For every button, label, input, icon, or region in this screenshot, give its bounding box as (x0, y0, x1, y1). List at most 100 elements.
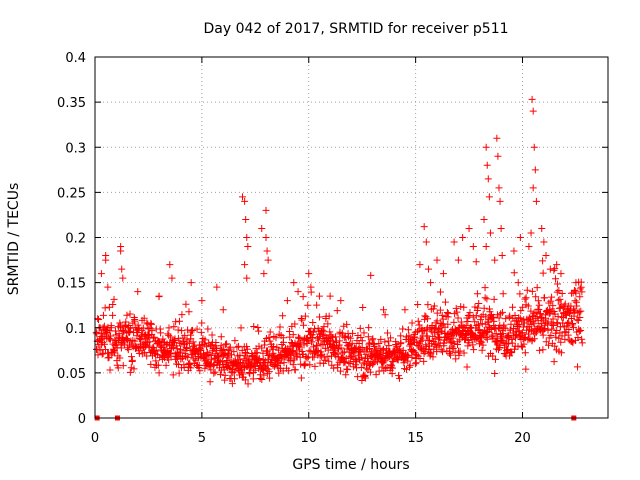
data-point (554, 296, 562, 304)
data-point (480, 304, 488, 312)
data-point (195, 361, 203, 369)
data-point (179, 337, 187, 345)
data-point (520, 319, 528, 327)
data-point (178, 311, 186, 319)
data-point (187, 364, 195, 372)
data-point (212, 339, 220, 347)
data-point (569, 323, 577, 331)
data-point (357, 348, 365, 356)
data-point (553, 319, 561, 327)
data-point (265, 368, 273, 376)
data-point (381, 338, 389, 346)
data-point (434, 328, 442, 336)
data-point (313, 341, 321, 349)
data-point (539, 257, 547, 265)
data-point (534, 297, 542, 305)
data-point (233, 343, 241, 351)
data-point (475, 300, 483, 308)
data-point (558, 289, 566, 297)
data-point (381, 364, 389, 372)
data-point (441, 298, 449, 306)
x-tick-label: 5 (198, 431, 206, 446)
data-point (110, 295, 118, 303)
data-point (325, 357, 333, 365)
data-point (557, 338, 565, 346)
data-point (375, 339, 383, 347)
data-point (97, 270, 105, 278)
data-point (408, 319, 416, 327)
data-point (493, 337, 501, 345)
data-point (260, 270, 268, 278)
data-point (265, 333, 273, 341)
data-point (241, 376, 249, 384)
data-point (337, 297, 345, 305)
data-point (478, 346, 486, 354)
data-point (321, 356, 329, 364)
data-point (481, 294, 489, 302)
data-point (568, 337, 576, 345)
data-point (452, 304, 460, 312)
data-point (338, 329, 346, 337)
data-point (557, 270, 565, 278)
data-point (541, 294, 549, 302)
data-point (356, 324, 364, 332)
data-point (210, 369, 218, 377)
data-point (368, 336, 376, 344)
data-point (345, 359, 353, 367)
data-point (528, 287, 536, 295)
data-point (337, 367, 345, 375)
data-point (490, 295, 498, 303)
data-point (532, 293, 540, 301)
data-point (552, 333, 560, 341)
data-point (416, 355, 424, 363)
data-point (185, 308, 193, 316)
data-point (250, 322, 258, 330)
data-point (289, 331, 297, 339)
data-point (414, 317, 422, 325)
data-point (499, 330, 507, 338)
data-point (241, 197, 249, 205)
data-point (320, 359, 328, 367)
data-point (196, 367, 204, 375)
data-point (414, 301, 422, 309)
data-point (135, 349, 143, 357)
data-point (289, 348, 297, 356)
data-point (93, 330, 101, 338)
data-point (508, 339, 516, 347)
data-point (422, 238, 430, 246)
data-point (537, 310, 545, 318)
data-point (243, 345, 251, 353)
data-point (416, 261, 424, 269)
data-point (128, 341, 136, 349)
data-point (367, 271, 375, 279)
data-point (109, 301, 117, 309)
data-point (223, 340, 231, 348)
data-point (208, 331, 216, 339)
data-point (429, 353, 437, 361)
data-point (553, 280, 561, 288)
data-point (124, 346, 132, 354)
data-point (178, 327, 186, 335)
data-point (198, 319, 206, 327)
data-point (311, 362, 319, 370)
ticks-layer: 0 0.05 0.1 0.15 0.2 0.25 0.3 0.35 0.4 0 5 10 15 20 (57, 51, 608, 446)
data-point (206, 363, 214, 371)
data-point (511, 334, 519, 342)
data-point (316, 351, 324, 359)
data-point (360, 329, 368, 337)
data-point (436, 288, 444, 296)
data-point (447, 338, 455, 346)
data-point (384, 329, 392, 337)
data-point (134, 288, 142, 296)
data-point (358, 343, 366, 351)
data-point (392, 341, 400, 349)
data-point (387, 334, 395, 342)
data-point (341, 334, 349, 342)
data-point (412, 359, 420, 367)
data-point (150, 333, 158, 341)
data-point (450, 340, 458, 348)
data-point (358, 376, 366, 384)
data-point (326, 328, 334, 336)
data-point (471, 318, 479, 326)
data-point (395, 374, 403, 382)
